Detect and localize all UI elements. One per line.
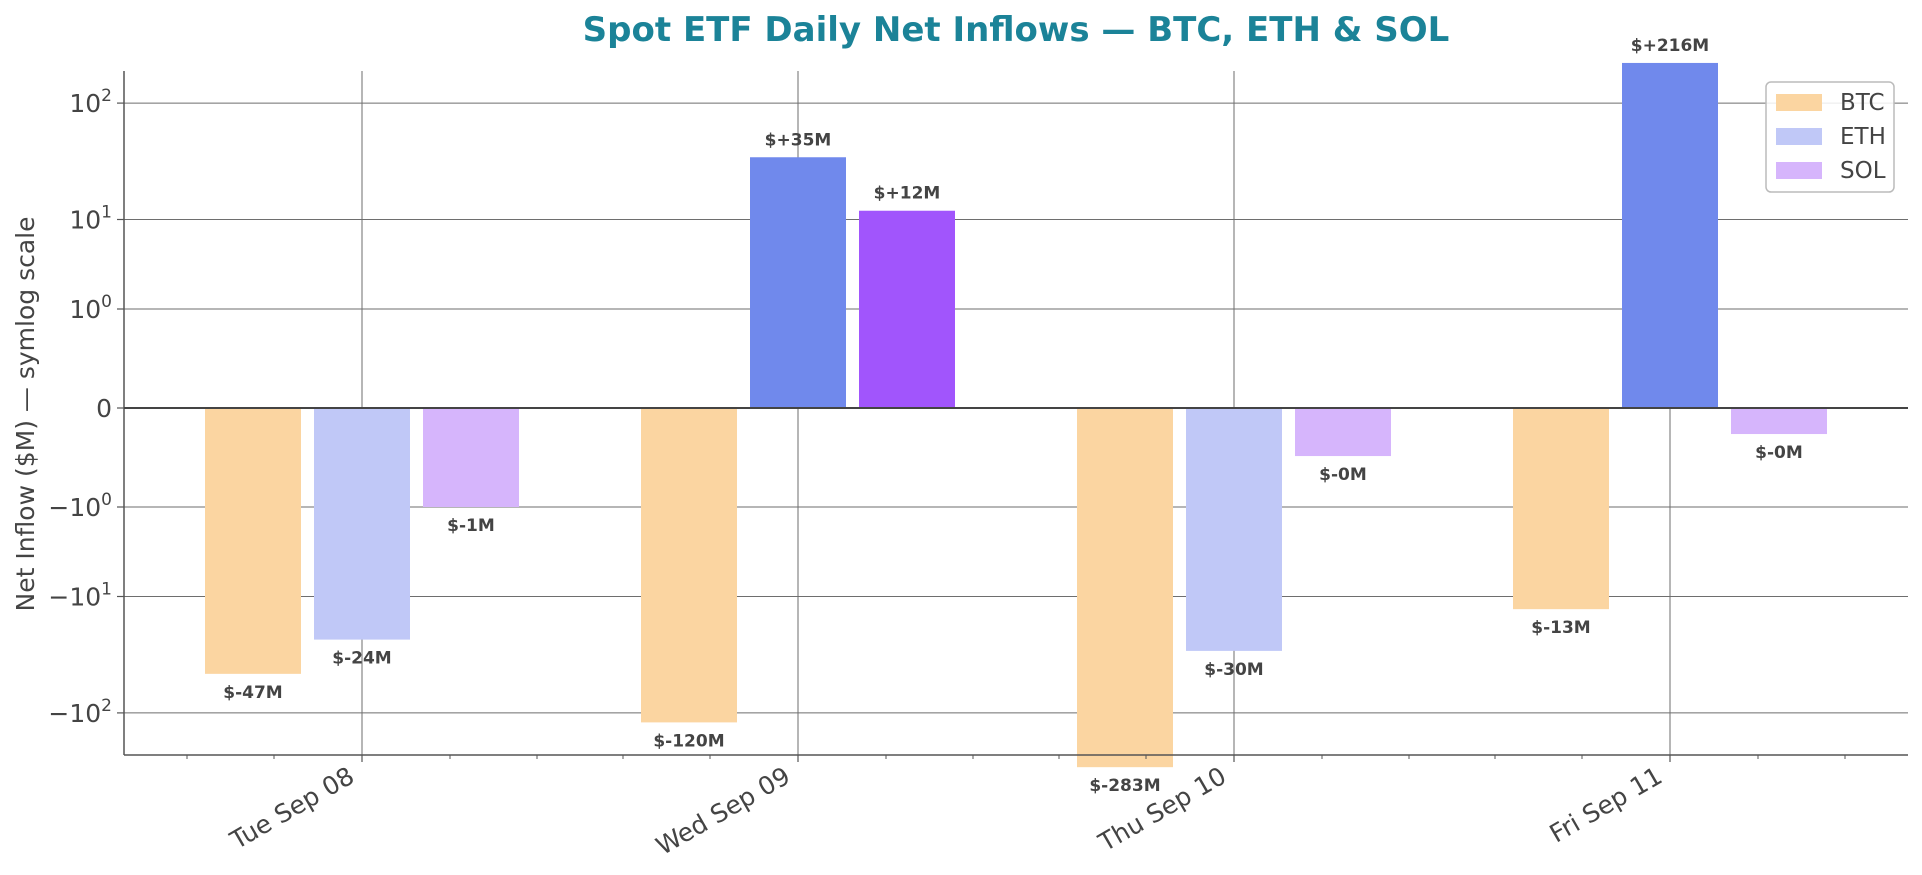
axes <box>123 71 1908 756</box>
y-axis-label: Net Inflow ($M) — symlog scale <box>11 216 40 611</box>
bar-btc <box>641 408 737 723</box>
chart-title: Spot ETF Daily Net Inflows — BTC, ETH & … <box>583 10 1450 50</box>
data-label: $-24M <box>332 649 391 669</box>
y-tick-label: −100 <box>48 490 112 522</box>
bar-sol <box>859 210 955 408</box>
data-label: $-0M <box>1755 443 1803 463</box>
x-tick-label: Fri Sep 11 <box>1545 761 1667 848</box>
data-label: $-30M <box>1204 660 1263 680</box>
data-label: $+35M <box>765 130 832 150</box>
legend-label-eth: ETH <box>1840 124 1886 150</box>
x-tick-label: Wed Sep 09 <box>651 761 795 861</box>
y-tick-label: 102 <box>69 86 112 118</box>
bar-eth <box>314 408 410 640</box>
x-tick-label: Tue Sep 08 <box>225 761 359 855</box>
x-ticks: Tue Sep 08 Wed Sep 09 Thu Sep 10 Fri Sep 11 <box>186 755 1846 861</box>
legend: BTC ETH SOL <box>1765 81 1895 193</box>
y-tick-label: 100 <box>69 292 112 324</box>
legend-label-btc: BTC <box>1840 90 1885 116</box>
bar-btc <box>1513 408 1609 610</box>
grid <box>124 71 1908 755</box>
y-tick-label: −101 <box>48 580 112 612</box>
bar-btc <box>1077 408 1173 768</box>
data-label: $+216M <box>1631 36 1709 56</box>
data-label: $-13M <box>1531 618 1590 638</box>
y-tick-base: 10 <box>69 206 101 235</box>
y-tick-sign: − <box>48 699 69 728</box>
data-label: $-120M <box>653 731 724 751</box>
y-tick-label: −102 <box>48 696 112 728</box>
legend-swatch-eth <box>1776 128 1822 145</box>
legend-swatch-sol <box>1776 162 1822 179</box>
y-tick-exponent: 2 <box>101 86 112 106</box>
y-tick-exponent: 1 <box>101 580 112 600</box>
bar-sol <box>423 408 519 507</box>
y-tick-sign: − <box>48 493 69 522</box>
bars <box>205 62 1827 768</box>
bar-sol <box>1295 408 1391 457</box>
y-tick-base: 10 <box>69 493 101 522</box>
y-tick-exponent: 0 <box>101 490 112 510</box>
bar-btc <box>205 408 301 674</box>
y-tick-exponent: 2 <box>101 696 112 716</box>
y-tick-label: 101 <box>69 203 112 235</box>
legend-label-sol: SOL <box>1840 158 1886 184</box>
legend-swatch-btc <box>1776 94 1822 111</box>
y-tick-base: 10 <box>69 89 101 118</box>
y-tick-base: 10 <box>69 295 101 324</box>
y-tick-exponent: 1 <box>101 203 112 223</box>
bar-eth <box>1186 408 1282 651</box>
y-tick-exponent: 0 <box>101 292 112 312</box>
bar-eth <box>1622 62 1718 408</box>
bar-eth <box>750 157 846 408</box>
y-tick-base: 10 <box>69 699 101 728</box>
data-label: $-283M <box>1089 776 1160 796</box>
y-tick-base: 10 <box>69 583 101 612</box>
data-label: $-47M <box>223 683 282 703</box>
data-label: $-0M <box>1319 465 1367 485</box>
data-label: $-1M <box>447 516 495 536</box>
y-tick-sign: − <box>48 583 69 612</box>
bar-sol <box>1731 408 1827 435</box>
y-tick-base: 0 <box>96 394 112 423</box>
data-label: $+12M <box>874 184 941 204</box>
y-tick-label: 0 <box>96 394 112 423</box>
data-labels: $-47M $-120M $-283M $-13M $-24M $+35M $-30M $+2… <box>223 36 1803 796</box>
